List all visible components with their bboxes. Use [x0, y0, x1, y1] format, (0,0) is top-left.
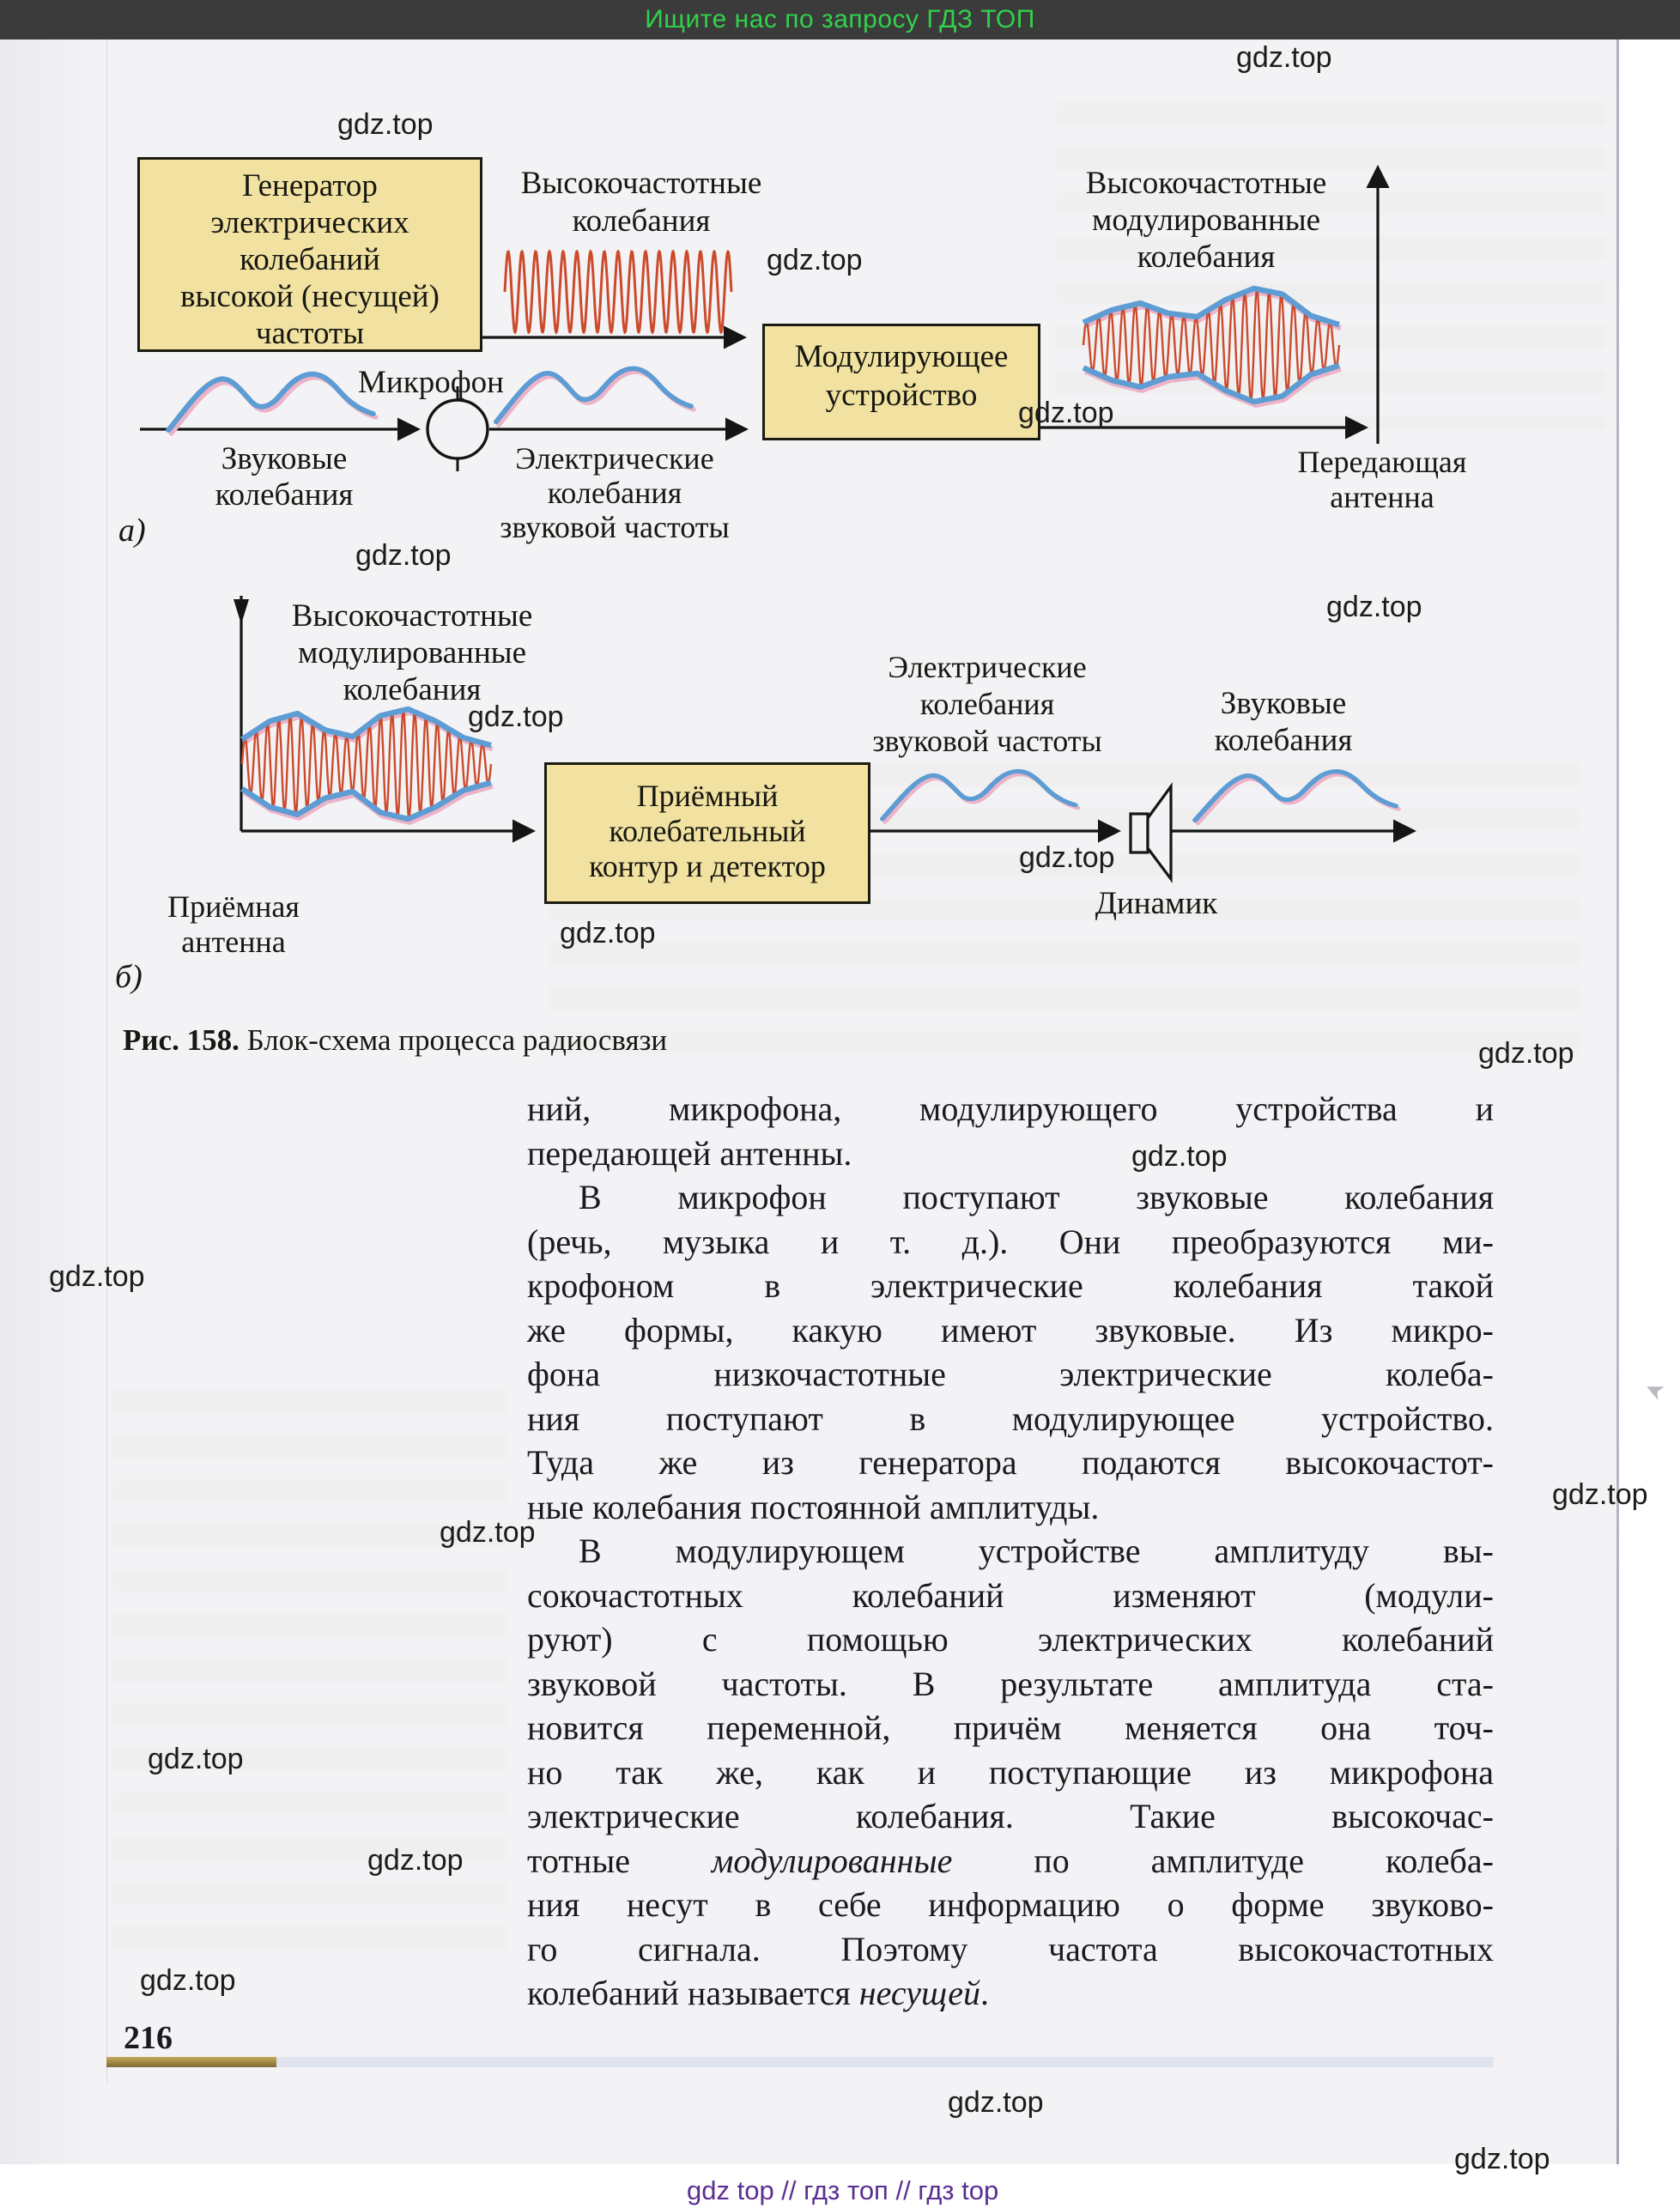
watermark: gdz.top — [355, 539, 452, 572]
electric-wave-b — [879, 768, 1081, 824]
hf-oscillation-label: Высокочастотные колебания — [520, 166, 762, 239]
body-line: В модулирующем устройстве амплитуду вы- — [579, 1532, 1494, 1570]
electric-oscillation-label-b: Электрические колебания звуковой частоты — [872, 650, 1102, 758]
modulator-box-line: Модулирующее — [794, 339, 1009, 374]
gutter-line — [106, 39, 107, 2083]
page-number: 216 — [124, 2020, 173, 2056]
receiver-box-line: Приёмный — [636, 779, 779, 813]
watermark: gdz.top — [1018, 397, 1114, 429]
part-b-label: б) — [115, 959, 143, 995]
sound-oscillation-label-b: Звуковые колебания — [1214, 686, 1353, 758]
promo-banner-text: Ищите нас по запросу ГДЗ ТОП — [645, 5, 1035, 33]
generator-box-line: частоты — [255, 316, 365, 351]
sound-oscillation-label-a: Звуковые колебания — [215, 441, 354, 513]
watermark: gdz.top — [767, 244, 863, 276]
footer-rule-gold-segment — [106, 2057, 276, 2067]
footer-links[interactable]: gdz top // гдз топ // гдз top — [687, 2175, 999, 2205]
body-line: (речь, музыка и т. д.). Они преобразуютс… — [527, 1222, 1494, 1261]
body-line: Туда же из генератора подаются высокочас… — [527, 1443, 1494, 1482]
generator-box: Генератор электрических колебаний высоко… — [137, 157, 482, 352]
electric-wave-a — [494, 366, 696, 428]
watermark: gdz.top — [1478, 1037, 1574, 1070]
body-line: фона низкочастотные электрические колеба… — [527, 1355, 1494, 1393]
watermark: gdz.top — [337, 108, 434, 141]
watermark: gdz.top — [948, 2086, 1044, 2119]
watermark: gdz.top — [440, 1516, 536, 1549]
body-line: сокочастотных колебаний изменяют (модули… — [527, 1575, 1494, 1615]
generator-box-line: Генератор — [242, 168, 378, 203]
watermark: gdz.top — [1131, 1140, 1228, 1173]
body-line: В микрофон поступают звуковые колебания — [579, 1178, 1494, 1216]
watermark: gdz.top — [1019, 841, 1115, 874]
page-right-edge — [1616, 39, 1619, 2164]
body-line: колебаний называется несущей. — [527, 1974, 989, 2012]
modulated-wave-a — [1082, 285, 1342, 409]
promo-banner: Ищите нас по запросу ГДЗ ТОП — [0, 0, 1680, 39]
body-line: ные колебания постоянной амплитуды. — [527, 1487, 1100, 1526]
body-line: звуковой частоты. В результате амплитуда… — [527, 1664, 1494, 1703]
body-line: электрические колебания. Такие высокочас… — [527, 1797, 1494, 1835]
hf-modulated-label-b: Высокочастотные модулированные колебания — [291, 598, 533, 707]
modulator-box-line: устройство — [825, 378, 978, 413]
receiver-box-line: колебательный — [609, 814, 806, 848]
watermark: gdz.top — [468, 701, 564, 733]
hf-modulated-label-a: Высокочастотные модулированные колебания — [1085, 166, 1327, 275]
receiver-box: Приёмный колебательный контур и детектор — [544, 762, 870, 904]
body-text: ний, микрофона, модулирующего устройства… — [527, 1087, 1494, 2016]
watermark: gdz.top — [1236, 41, 1332, 74]
figure-caption: Рис. 158. Блок-схема процесса радиосвязи — [123, 1023, 668, 1057]
generator-box-line: электрических — [210, 205, 409, 240]
receiver-box-line: контур и детектор — [589, 849, 826, 883]
tx-antenna-label: Передающая антенна — [1297, 445, 1467, 514]
body-line: го сигнала. Поэтому частота высокочастот… — [527, 1929, 1494, 1968]
watermark: gdz.top — [1326, 591, 1422, 623]
body-line: крофоном в электрические колебания такой — [527, 1266, 1494, 1305]
rx-antenna-arrowhead — [234, 599, 249, 624]
bleedthrough-texture — [112, 1391, 506, 1957]
electric-oscillation-label-a: Электрические колебания звуковой частоты — [500, 441, 730, 544]
body-line: ния несут в себе информацию о форме звук… — [527, 1885, 1494, 1924]
body-line: передающей антенны. — [527, 1133, 852, 1173]
body-line: ния поступают в модулирующее устройство. — [527, 1398, 1494, 1438]
body-line: новится переменной, причём меняется она … — [527, 1708, 1494, 1747]
sound-wave-a-left — [166, 371, 379, 436]
modulated-wave-b — [240, 706, 494, 825]
body-line: но так же, как и поступающие из микрофон… — [527, 1752, 1494, 1792]
generator-box-line: высокой (несущей) — [180, 279, 440, 314]
part-a-label: а) — [118, 513, 146, 549]
page-gutter-shadow — [0, 39, 106, 2164]
footer-rule — [106, 2057, 1494, 2067]
body-line: же формы, какую имеют звуковые. Из микро… — [527, 1310, 1494, 1350]
modulator-box: Модулирующее устройство — [762, 324, 1040, 440]
watermark: gdz.top — [148, 1743, 244, 1775]
watermark: gdz.top — [560, 917, 656, 949]
watermark: gdz.top — [1454, 2143, 1550, 2175]
body-line: тотные модулированные по амплитуде колеб… — [527, 1841, 1494, 1880]
watermark: gdz.top — [140, 1964, 236, 1997]
watermark: gdz.top — [367, 1844, 464, 1877]
rx-antenna-label: Приёмная антенна — [167, 889, 300, 959]
watermark: gdz.top — [1552, 1478, 1648, 1511]
speaker-label: Динамик — [1095, 886, 1218, 921]
generator-box-line: колебаний — [240, 242, 380, 277]
body-line: ний, микрофона, модулирующего устройства… — [527, 1089, 1494, 1128]
microphone-label: Микрофон — [358, 365, 504, 400]
speaker-icon — [1129, 782, 1173, 883]
sound-wave-b-right — [1192, 769, 1401, 826]
watermark: gdz.top — [49, 1260, 145, 1293]
hf-wave — [503, 249, 733, 335]
body-line: руют) с помощью электрических колебаний — [527, 1620, 1494, 1659]
